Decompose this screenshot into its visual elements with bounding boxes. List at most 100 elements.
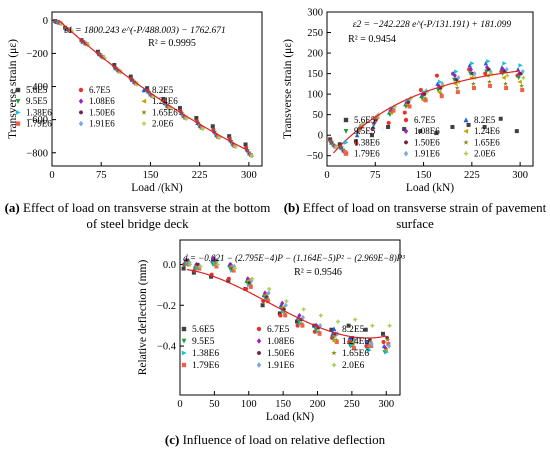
legend-label: 6.7E5 [414, 115, 436, 125]
data-point [381, 339, 386, 344]
legend-item: 5.6E5 [181, 325, 215, 335]
y-tick-label: −600 [26, 115, 48, 126]
legend-item: 2.0E6 [463, 149, 496, 159]
data-point [501, 66, 506, 73]
data-point [367, 347, 372, 353]
data-point [385, 337, 391, 343]
x-axis-label: Load (kN) [266, 411, 314, 423]
legend-marker [78, 120, 84, 127]
legend-item: 8.2E5 [331, 325, 365, 335]
data-point [520, 68, 525, 75]
data-point [391, 108, 396, 113]
legend-item: 9.5E5 [343, 126, 376, 136]
data-point [299, 321, 305, 326]
y-tick-label: −400 [26, 82, 48, 93]
data-point [250, 154, 255, 159]
data-point [350, 343, 355, 349]
legend-marker [331, 338, 337, 344]
y-tick-label: −0.4 [157, 342, 177, 353]
data-point [503, 81, 508, 86]
legend-item: 1.38E6 [15, 107, 52, 117]
data-point [217, 135, 222, 140]
data-point [369, 341, 374, 347]
plot-frame [326, 11, 534, 167]
legend-item: 1.65E6 [331, 349, 369, 359]
data-point [368, 339, 374, 345]
legend-label: 5.6E5 [354, 115, 376, 125]
legend-marker [256, 351, 262, 355]
data-point [354, 141, 359, 146]
data-point [486, 79, 492, 84]
legend-item: 1.50E6 [403, 137, 440, 147]
y-tick-label: 250 [307, 28, 323, 39]
x-tick-label: 100 [241, 399, 257, 410]
legend-item: 1.91E6 [78, 119, 115, 129]
data-point [514, 129, 519, 134]
data-point [297, 312, 302, 319]
legend-label: 8.2E5 [152, 85, 174, 95]
data-point [354, 132, 360, 138]
data-point [232, 263, 237, 270]
data-point [300, 323, 305, 328]
data-point [407, 104, 412, 109]
y-tick-label: −0.2 [157, 301, 176, 312]
legend-marker [141, 109, 147, 115]
legend-label: 5.6E5 [192, 325, 215, 335]
legend: 5.6E5 6.7E5 8.2E5 9.5E5 1.08E6 1.24E6 1.38E6 1.… [343, 115, 500, 159]
legend-item: 1.91E6 [403, 149, 440, 159]
x-tick-label: 250 [344, 399, 360, 410]
data-point [347, 335, 352, 340]
data-point [386, 343, 391, 349]
data-point [466, 122, 471, 127]
legend-label: 1.91E6 [414, 149, 440, 159]
data-point [194, 115, 199, 120]
data-point [502, 61, 507, 66]
data-point [436, 89, 442, 95]
data-point [471, 85, 476, 90]
legend-marker [141, 121, 147, 126]
chart-c: 0 50 100 150 200 250 300 0.0 −0.2 −0.4 Load (kN) Re… [137, 239, 405, 423]
data-point [454, 69, 459, 74]
legend-marker [403, 117, 409, 123]
data-point [317, 331, 322, 336]
data-point [161, 96, 166, 101]
data-point [516, 75, 521, 81]
legend-label: 1.50E6 [414, 137, 440, 147]
data-point [482, 124, 487, 129]
data-point [177, 106, 182, 111]
legend-label: 1.50E6 [267, 349, 294, 359]
data-point [215, 257, 220, 263]
data-point [267, 286, 272, 291]
data-point [418, 129, 423, 134]
legend-item: 1.91E6 [256, 361, 294, 371]
data-point [145, 86, 150, 91]
legend-marker [463, 151, 469, 156]
legend-item: 1.08E6 [78, 96, 115, 106]
data-point [278, 313, 283, 318]
r-squared: R² = 0.9995 [148, 38, 196, 49]
data-point [243, 142, 248, 147]
fit-curve [58, 19, 250, 152]
y-axis-label: Transverse strain (με) [282, 39, 294, 139]
x-tick-label: 75 [370, 170, 381, 181]
legend-label: 1.79E6 [26, 119, 52, 129]
y-tick-label: 100 [307, 90, 323, 101]
legend-label: 1.91E6 [89, 119, 115, 129]
data-point [402, 127, 407, 132]
data-point [247, 282, 253, 287]
legend-label: 9.5E5 [192, 337, 215, 347]
data-point [440, 81, 445, 87]
data-point [184, 116, 189, 121]
legend-marker [15, 87, 21, 93]
x-tick-label: 75 [96, 170, 107, 181]
data-point [349, 339, 354, 345]
data-point [406, 100, 411, 105]
x-tick-label: 225 [192, 170, 208, 181]
data-point [181, 266, 186, 271]
data-point [227, 134, 232, 139]
legend: 5.6E5 6.7E5 8.2E5 9.5E5 1.08E6 1.24E6 1.38E6 1.… [15, 85, 178, 129]
data-point [282, 310, 288, 316]
legend-item: 8.2E5 [463, 115, 496, 125]
y-tick-label: −800 [26, 148, 48, 159]
data-point [283, 313, 288, 318]
